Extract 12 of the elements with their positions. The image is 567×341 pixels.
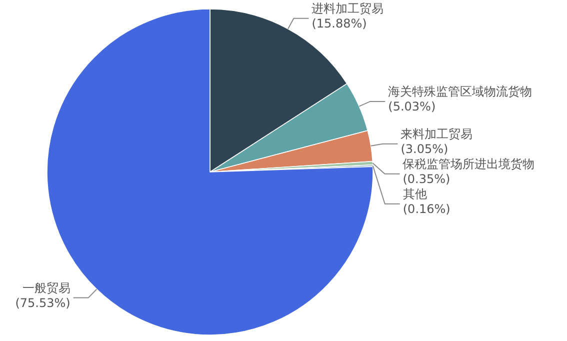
- slice-label: 其他: [402, 186, 427, 201]
- slice-label: 海关特殊监管区域物流货物: [388, 84, 532, 98]
- slice-label: 来料加工贸易: [400, 126, 473, 141]
- slice-label: 保税监管场所进出境货物: [402, 156, 535, 171]
- slice-label: 一般贸易: [22, 280, 70, 295]
- data-label: (3.05%): [400, 142, 448, 156]
- data-label: (5.03%): [388, 99, 436, 114]
- data-label: (75.53%): [15, 296, 70, 310]
- data-label: (0.35%): [402, 172, 450, 186]
- data-label: (15.88%): [312, 16, 367, 30]
- slice-label: 进料加工贸易: [312, 1, 384, 16]
- data-label: (0.16%): [402, 202, 450, 216]
